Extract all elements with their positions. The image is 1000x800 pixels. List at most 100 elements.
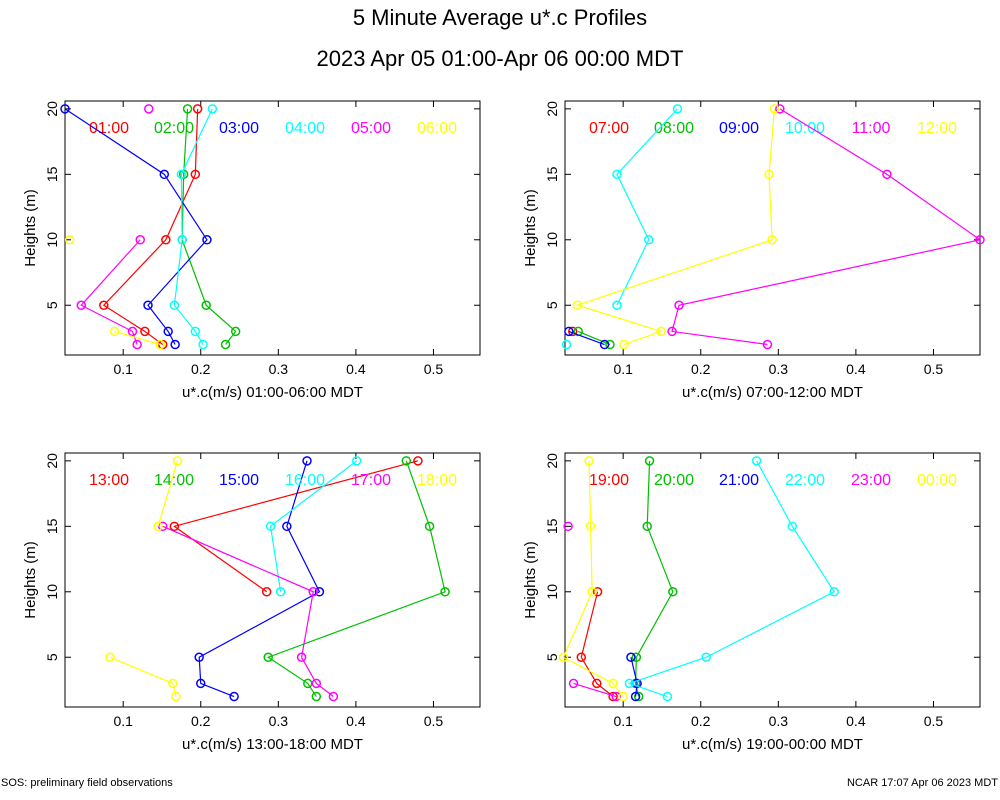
data-point [172,456,183,466]
data-point [265,521,276,532]
x-tick-label: 0.5 [424,361,444,377]
x-tick-label: 0.4 [846,713,866,729]
data-point [624,678,635,689]
data-point [585,521,596,532]
data-point [229,691,239,702]
series-0000: 00:00 [558,456,957,702]
series-0900: 09:00 [564,120,759,350]
plot-frame [564,100,981,356]
data-point [701,652,711,662]
legend-label: 17:00 [351,472,391,489]
data-point [882,169,892,180]
data-point [608,678,618,689]
data-point [633,691,644,702]
data-point [168,678,178,689]
data-point [672,104,683,114]
series-1200: 12:00 [572,104,957,350]
series-line [109,656,177,697]
x-tick-label: 0.1 [613,713,633,729]
data-point [328,691,339,702]
series-line [162,525,334,698]
data-point [105,652,115,662]
footer-left-note: SOS: preliminary field observations [1,777,173,789]
profile-panel-1: 0.1 0.2 0.3 0.4 0.5 5 10 15 20 u*.c(m/s) 01:00-06… [22,100,481,401]
data-point [644,456,655,466]
data-point [975,235,985,245]
series-line [181,108,237,345]
data-point [157,521,168,532]
y-tick-label: 10 [544,232,560,248]
data-point [662,691,673,702]
series-0100: 01:00 [89,104,203,350]
legend-label: 12:00 [917,120,957,137]
data-point [170,339,180,350]
data-point [563,521,573,532]
x-axis-label: u*.c(m/s) 19:00-00:00 MDT [682,736,863,753]
data-point [311,678,322,689]
legend-label: 10:00 [785,120,825,137]
x-tick-label: 0.3 [769,361,789,377]
x-tick-label: 0.4 [846,361,866,377]
y-axis-label: Heights (m) [522,541,539,619]
data-point [230,326,241,337]
series-line [573,682,617,698]
data-point [161,235,171,245]
legend-label: 21:00 [719,472,759,489]
data-point [296,652,307,662]
series-2300: 23:00 [563,472,891,702]
y-tick-label: 15 [44,518,60,534]
data-point [76,300,87,310]
data-point [207,104,218,114]
data-point [176,169,187,180]
data-point [143,300,153,310]
data-point [587,587,597,597]
y-tick-label: 5 [544,301,560,309]
data-point [599,339,610,350]
data-point [202,235,212,245]
x-tick-label: 0.4 [346,361,366,377]
data-point [351,456,362,466]
data-point [584,456,594,466]
x-tick-label: 0.3 [269,361,289,377]
data-point [171,691,181,702]
data-point [762,339,773,350]
series-line [269,460,358,592]
y-tick-label: 20 [44,453,60,469]
series-1400: 14:00 [154,456,450,702]
data-point [424,521,435,532]
data-point [619,339,629,350]
panels: 0.1 0.2 0.3 0.4 0.5 5 10 15 20 u*.c(m/s) 01:00-06… [22,100,985,753]
y-tick-label: 10 [44,584,60,600]
data-point [308,587,318,597]
legend-label: 13:00 [89,472,129,489]
chart-subtitle: 2023 Apr 05 01:00-Apr 06 00:00 MDT [317,46,684,71]
plot-frame [564,452,981,708]
data-point [282,521,292,532]
series-line [173,108,213,345]
x-tick-label: 0.2 [191,361,211,377]
series-line [568,330,605,346]
data-point [302,456,312,466]
data-point [163,326,173,337]
data-point [153,521,163,532]
data-point [169,521,180,532]
legend-label: 23:00 [851,472,891,489]
series-2200: 22:00 [624,456,839,702]
legend-label: 14:00 [154,472,194,489]
legend-label: 11:00 [852,120,891,137]
data-point [592,678,602,689]
series-1700: 17:00 [157,472,391,702]
data-point [198,339,208,350]
series-0300: 03:00 [60,104,259,350]
x-tick-label: 0.4 [346,713,366,729]
data-point [787,521,798,532]
data-point [642,521,652,532]
profile-panel-2: 0.1 0.2 0.3 0.4 0.5 5 10 15 20 u*.c(m/s) 07:00-12… [522,100,985,401]
data-point [775,104,785,114]
data-point [140,326,150,337]
data-point [561,339,572,350]
legend-label: 02:00 [154,120,194,137]
y-axis-label: Heights (m) [22,189,39,267]
y-tick-label: 10 [44,232,60,248]
data-point [631,652,642,662]
